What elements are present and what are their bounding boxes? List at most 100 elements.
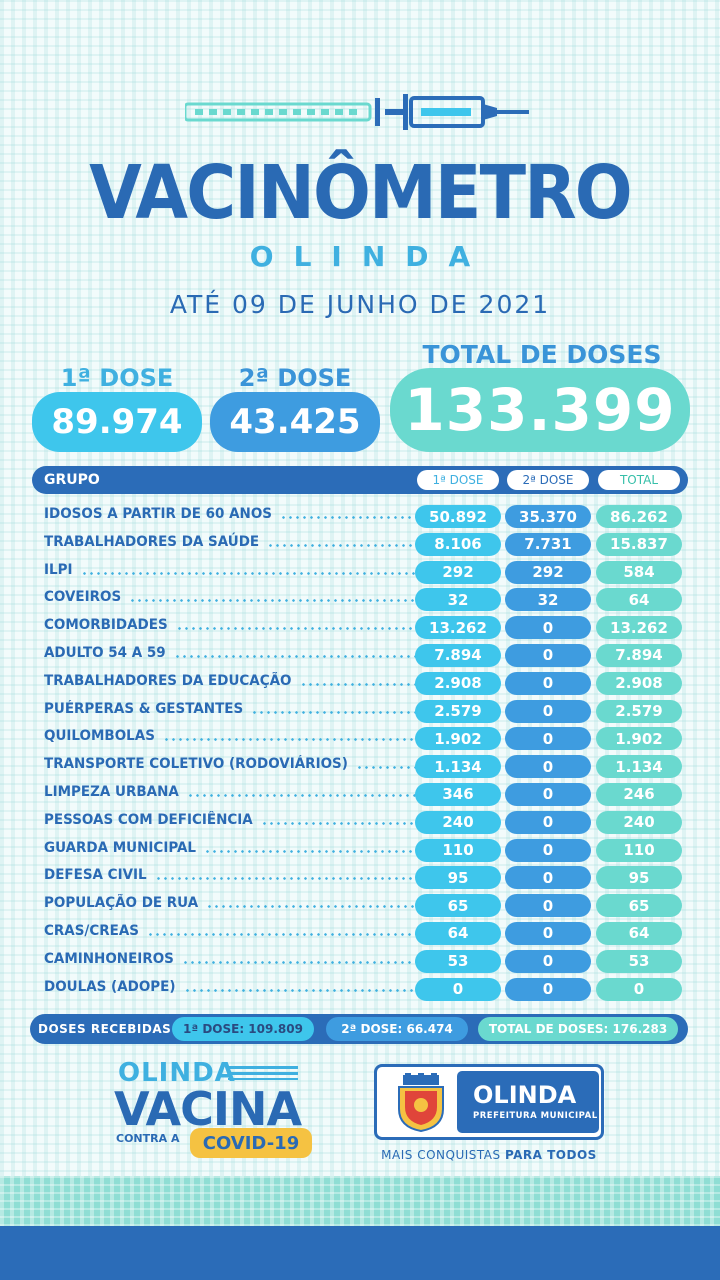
row-dose2-value: 0 — [505, 866, 591, 890]
footer-blue-band — [0, 1226, 720, 1280]
logo-stripes — [228, 1066, 298, 1080]
table-row: CAMINHONEIROS 53 0 53 — [32, 948, 692, 976]
row-group-label: TRABALHADORES DA SAÚDE — [44, 533, 260, 550]
table-row: ADULTO 54 A 59 7.894 0 7.894 — [32, 642, 692, 670]
slogan: MAIS CONQUISTAS PARA TODOS — [374, 1148, 604, 1162]
table-header: GRUPO 1ª DOSE 2ª DOSE TOTAL — [32, 466, 688, 494]
row-group-label: POPULAÇÃO DE RUA — [44, 895, 199, 912]
row-total-value: 1.134 — [596, 755, 682, 779]
column-header-group: GRUPO — [44, 472, 100, 488]
row-total-value: 584 — [596, 560, 682, 584]
row-dose1-value: 50.892 — [415, 505, 501, 528]
table-row: TRABALHADORES DA EDUCAÇÃO 2.908 0 2.908 — [32, 670, 692, 698]
table-row: DEFESA CIVIL 95 0 95 — [32, 864, 692, 892]
row-dose2-value: 7.731 — [505, 532, 591, 556]
row-dose2-value: 0 — [505, 755, 591, 779]
syringe-icon — [185, 94, 529, 130]
row-dot-leader — [129, 599, 430, 603]
row-dose2-value: 0 — [505, 727, 591, 751]
row-total-value: 2.579 — [596, 699, 682, 723]
row-total-value: 1.902 — [596, 727, 682, 751]
row-dose2-value: 0 — [505, 699, 591, 723]
row-dot-leader — [251, 710, 430, 714]
row-dose2-value: 0 — [505, 810, 591, 834]
row-dose1-value: 346 — [415, 782, 501, 806]
total-summary-value: 133.399 — [390, 368, 690, 452]
row-group-label: CRAS/CREAS — [44, 922, 140, 939]
row-total-value: 65 — [596, 894, 682, 918]
received-total: TOTAL DE DOSES: 176.283 — [478, 1017, 678, 1041]
table-row: COVEIROS 32 32 64 — [32, 586, 692, 614]
row-dose1-value: 32 — [415, 588, 501, 612]
row-dot-leader — [80, 571, 430, 575]
row-dose2-value: 0 — [505, 616, 591, 640]
row-dose2-value: 292 — [505, 560, 591, 584]
dose2-summary-value: 43.425 — [210, 392, 380, 452]
row-dose1-value: 110 — [415, 838, 501, 862]
received-dose2: 2ª DOSE: 66.474 — [326, 1017, 468, 1041]
row-group-label: ADULTO 54 A 59 — [44, 644, 166, 661]
row-total-value: 13.262 — [596, 616, 682, 640]
row-group-label: DOULAS (ADOPE) — [44, 978, 176, 995]
table-row: COMORBIDADES 13.262 0 13.262 — [32, 614, 692, 642]
row-group-label: TRABALHADORES DA EDUCAÇÃO — [44, 672, 292, 689]
table-row: PUÉRPERAS & GESTANTES 2.579 0 2.579 — [32, 698, 692, 726]
row-dose1-value: 240 — [415, 810, 501, 834]
row-dot-leader — [173, 654, 430, 658]
logo-vacina-text: VACINA — [114, 1082, 302, 1136]
olinda-vacina-logo: OLINDA VACINA CONTRA A COVID-19 — [110, 1058, 320, 1162]
row-dose2-value: 0 — [505, 782, 591, 806]
row-group-label: COVEIROS — [44, 589, 122, 606]
row-total-value: 15.837 — [596, 532, 682, 556]
column-header-dose1: 1ª DOSE — [417, 470, 499, 490]
row-group-label: PESSOAS COM DEFICIÊNCIA — [44, 811, 253, 828]
row-dose1-value: 95 — [415, 866, 501, 890]
row-dot-leader — [186, 793, 430, 797]
logo-covid-badge: COVID-19 — [190, 1128, 312, 1158]
dose1-summary-label: 1ª DOSE — [60, 364, 174, 392]
table-row: ILPI 292 292 584 — [32, 559, 692, 587]
logo-olinda-text: OLINDA — [118, 1058, 236, 1088]
row-dose2-value: 32 — [505, 588, 591, 612]
doses-received-label: DOSES RECEBIDAS — [38, 1022, 172, 1036]
table-row: TRABALHADORES DA SAÚDE 8.106 7.731 15.837 — [32, 531, 692, 559]
row-dose1-value: 65 — [415, 894, 501, 918]
prefeitura-logo: OLINDA PREFEITURA MUNICIPAL — [374, 1064, 604, 1140]
row-dose1-value: 292 — [415, 560, 501, 584]
row-total-value: 64 — [596, 921, 682, 945]
row-total-value: 0 — [596, 977, 682, 1001]
column-header-dose2: 2ª DOSE — [507, 470, 589, 490]
doses-received-bar: DOSES RECEBIDAS 1ª DOSE: 109.809 2ª DOSE… — [30, 1014, 688, 1044]
slogan-regular: MAIS CONQUISTAS — [381, 1148, 505, 1162]
row-group-label: ILPI — [44, 561, 73, 578]
row-dose1-value: 2.579 — [415, 699, 501, 723]
row-dose2-value: 0 — [505, 977, 591, 1001]
row-dose1-value: 13.262 — [415, 616, 501, 640]
row-group-label: LIMPEZA URBANA — [44, 783, 179, 800]
row-dose1-value: 1.134 — [415, 755, 501, 779]
row-group-label: GUARDA MUNICIPAL — [44, 839, 197, 856]
row-dose1-value: 8.106 — [415, 532, 501, 556]
row-dose2-value: 0 — [505, 643, 591, 667]
row-dose2-value: 0 — [505, 894, 591, 918]
row-total-value: 53 — [596, 949, 682, 973]
row-dot-leader — [154, 877, 430, 881]
row-total-value: 110 — [596, 838, 682, 862]
prefeitura-subtitle: PREFEITURA MUNICIPAL — [473, 1111, 598, 1121]
row-total-value: 64 — [596, 588, 682, 612]
row-dot-leader — [183, 988, 430, 992]
row-dot-leader — [267, 543, 430, 547]
row-total-value: 86.262 — [596, 505, 682, 528]
row-dot-leader — [260, 821, 430, 825]
dose1-summary-value: 89.974 — [32, 392, 202, 452]
row-group-label: IDOSOS A PARTIR DE 60 ANOS — [44, 506, 273, 522]
row-dot-leader — [280, 516, 430, 519]
row-dose2-value: 0 — [505, 671, 591, 695]
prefeitura-blue-panel — [457, 1071, 599, 1133]
footer-pattern-band — [0, 1176, 720, 1226]
row-dose2-value: 0 — [505, 949, 591, 973]
logo-contra-text: CONTRA A — [116, 1132, 180, 1145]
row-dose2-value: 35.370 — [505, 505, 591, 528]
table-row: LIMPEZA URBANA 346 0 246 — [32, 781, 692, 809]
row-dot-leader — [175, 627, 430, 631]
